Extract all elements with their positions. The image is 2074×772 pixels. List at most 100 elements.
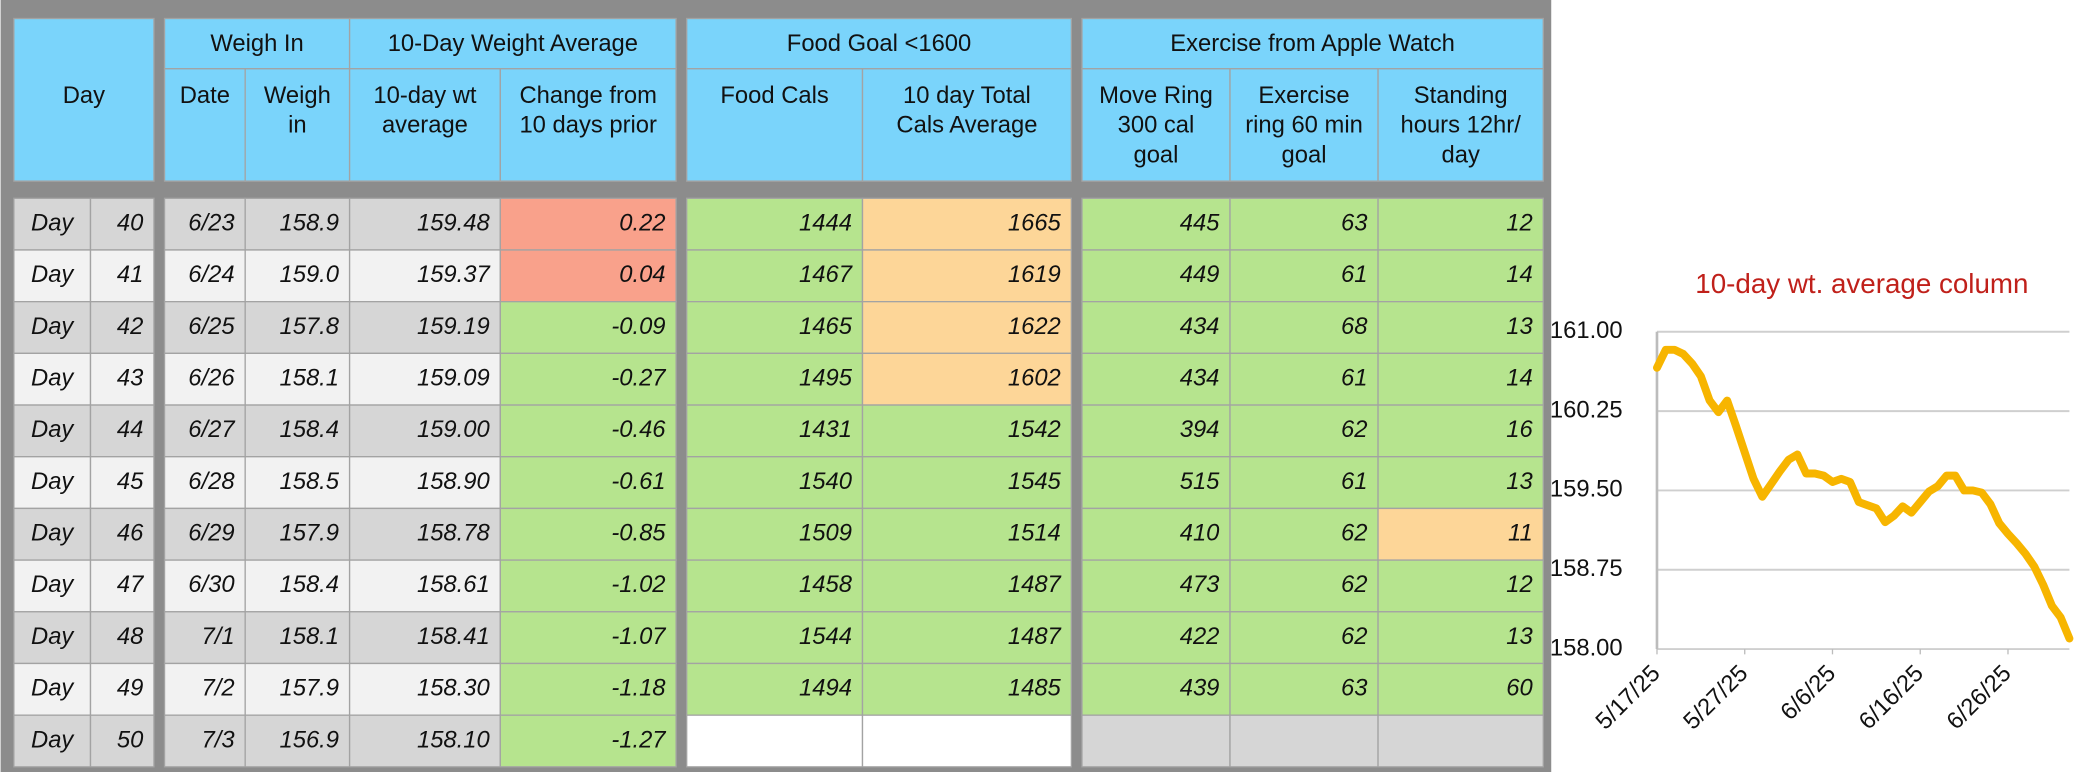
cell [89, 249, 155, 303]
cell-text: -0.27 [611, 364, 666, 391]
cell [1081, 559, 1231, 613]
cell-text: 7/3 [202, 726, 236, 753]
cell-text: Day [31, 726, 75, 753]
cell [163, 559, 246, 613]
cell [1081, 611, 1231, 665]
cell-text: 48 [117, 623, 144, 650]
column-header-text: Standing [1414, 82, 1508, 109]
cell-text: 1622 [1008, 313, 1061, 340]
cell-text: 62 [1341, 623, 1367, 650]
column-header-text: 300 cal [1118, 112, 1195, 139]
cell [1229, 714, 1379, 768]
cell-text: 13 [1506, 623, 1533, 650]
column-header-text: Weigh [264, 82, 331, 109]
column-header-text: 10 days prior [519, 112, 657, 139]
cell-text: 63 [1341, 675, 1368, 702]
column-header-text: in [288, 112, 307, 139]
cell [1081, 301, 1231, 355]
cell [499, 456, 677, 510]
cell [499, 197, 677, 251]
cell-text: 60 [1506, 675, 1533, 702]
x-tick-label: 6/26/25 [1941, 660, 2016, 735]
cell [1081, 197, 1231, 251]
cell [861, 714, 1073, 768]
cell [499, 249, 677, 303]
cell-text: 46 [117, 520, 144, 547]
cell-text: 445 [1180, 209, 1220, 236]
cell [1229, 507, 1379, 561]
cell [686, 352, 864, 406]
cell-text: 6/27 [188, 416, 235, 443]
cell [499, 301, 677, 355]
cell-text: 14 [1506, 261, 1532, 288]
cell [861, 456, 1073, 510]
column-header-cell [1377, 68, 1544, 182]
cell-text: 159.09 [417, 364, 490, 391]
x-tick-label: 5/17/25 [1590, 660, 1665, 735]
cell [163, 197, 246, 251]
cell [499, 714, 677, 768]
cell [348, 404, 501, 458]
cell-text: 1444 [799, 209, 852, 236]
cell-text: 1514 [1008, 520, 1061, 547]
cell-text: 1542 [1008, 416, 1061, 443]
cell [1081, 352, 1231, 406]
cell-text: Day [31, 209, 75, 236]
group-header-text: Exercise from Apple Watch [1170, 30, 1455, 57]
cell-text: -0.85 [611, 520, 666, 547]
column-header-cell [163, 68, 246, 182]
cell-text: 49 [117, 675, 143, 702]
cell-text: -0.61 [611, 468, 665, 495]
cell [244, 249, 351, 303]
cell [499, 662, 677, 716]
cell [13, 714, 92, 768]
cell-text: Day [31, 571, 75, 598]
cell-text: 422 [1180, 623, 1220, 650]
cell [13, 662, 92, 716]
group-header-text: Food Goal <1600 [787, 30, 971, 57]
cell [686, 301, 864, 355]
cell-text: -1.07 [611, 623, 666, 650]
cell-text: 43 [117, 364, 144, 391]
cell [1081, 662, 1231, 716]
cell-text: 1545 [1008, 468, 1062, 495]
cell [163, 456, 246, 510]
group-header-cell [163, 17, 351, 70]
cell-text: 1487 [1008, 571, 1062, 598]
cell [13, 611, 92, 665]
cell-text: 156.9 [280, 726, 340, 753]
cell-text: 41 [117, 261, 143, 288]
cell-text: 157.9 [280, 520, 340, 547]
cell-text: 1465 [799, 313, 853, 340]
cell-text: 61 [1341, 468, 1367, 495]
cell [89, 352, 155, 406]
cell [244, 714, 351, 768]
cell-text: -1.27 [611, 726, 666, 753]
cell [89, 662, 155, 716]
cell-text: 61 [1341, 364, 1367, 391]
cell-text: Day [31, 623, 75, 650]
cell [1229, 662, 1379, 716]
cell [1229, 197, 1379, 251]
column-header-text: Date [180, 82, 230, 109]
cell-text: 158.9 [280, 209, 340, 236]
column-header-cell [686, 68, 864, 182]
cell [686, 404, 864, 458]
cell [244, 197, 351, 251]
cell [861, 301, 1073, 355]
cell-text: 7/1 [202, 623, 235, 650]
cell-text: 158.90 [417, 468, 491, 495]
cell-text: 473 [1180, 571, 1220, 598]
column-header-cell [348, 68, 501, 182]
cell [499, 404, 677, 458]
cell-text: 11 [1508, 520, 1533, 547]
cell [499, 507, 677, 561]
cell [1377, 662, 1544, 716]
column-header-text: 10-day wt [373, 82, 476, 109]
cell-text: 44 [117, 416, 143, 443]
cell [1377, 197, 1544, 251]
y-tick-label: 158.00 [1550, 634, 1623, 661]
cell [89, 559, 155, 613]
cell-text: 158.41 [417, 623, 490, 650]
